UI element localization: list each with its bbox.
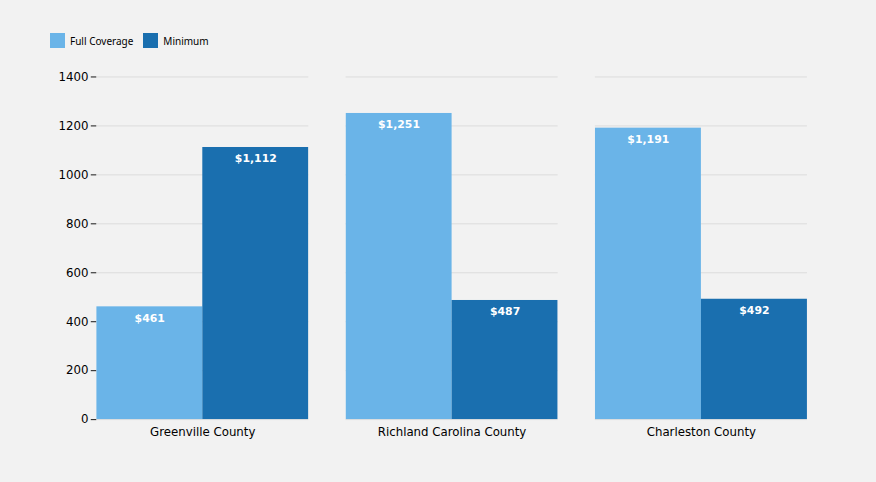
- svg-text:$461: $461: [135, 312, 165, 325]
- svg-text:200: 200: [66, 363, 88, 377]
- svg-text:$1,112: $1,112: [235, 152, 277, 165]
- svg-text:1000: 1000: [59, 168, 89, 182]
- svg-text:1200: 1200: [59, 119, 89, 133]
- svg-text:Richland Carolina County: Richland Carolina County: [378, 425, 527, 439]
- svg-text:$1,251: $1,251: [378, 118, 420, 131]
- svg-text:400: 400: [66, 314, 88, 328]
- svg-text:Charleston County: Charleston County: [647, 425, 756, 439]
- svg-text:0: 0: [81, 412, 89, 426]
- svg-text:Greenville County: Greenville County: [150, 425, 255, 439]
- svg-text:800: 800: [66, 217, 88, 231]
- svg-text:$487: $487: [490, 305, 520, 318]
- svg-text:600: 600: [66, 266, 88, 280]
- html-text:Full Coverage: Full Coverage: [70, 33, 134, 48]
- svg-text:1400: 1400: [59, 70, 89, 84]
- html-text:Minimum: Minimum: [163, 33, 209, 48]
- svg-text:$1,191: $1,191: [627, 133, 669, 146]
- svg-text:$492: $492: [739, 304, 769, 317]
